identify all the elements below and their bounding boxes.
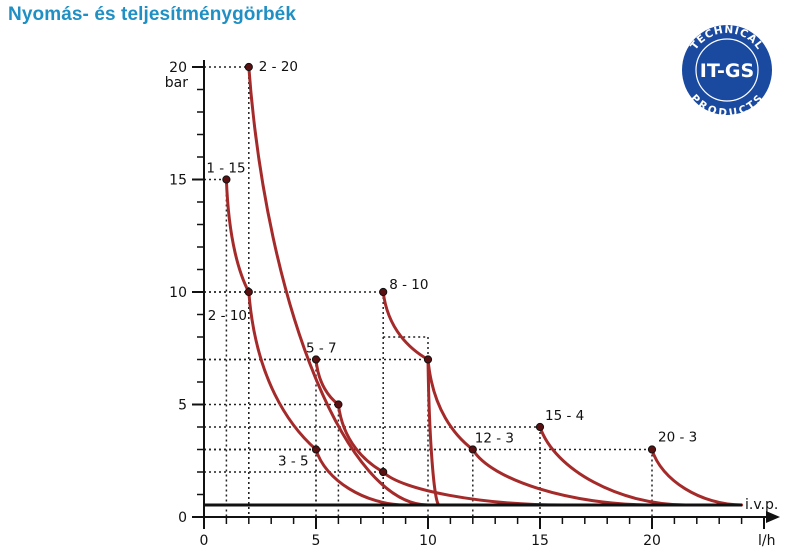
- point-markers: [222, 62, 657, 477]
- y-axis-unit: bar: [165, 75, 188, 91]
- point-label-8: 20 - 3: [658, 430, 697, 446]
- point-marker-20-3: [647, 445, 657, 454]
- x-tick-label-5: 5: [312, 533, 321, 549]
- point-marker-5-7: [311, 355, 321, 364]
- logo-main-text: IT-GS: [700, 60, 754, 82]
- point-label-0: 2 - 20: [259, 59, 298, 75]
- point-label-1: 1 - 15: [206, 161, 245, 177]
- y-tick-label-20: 20: [169, 60, 187, 76]
- logo-circle-icon: [682, 25, 772, 115]
- y-tick-label-15: 15: [169, 173, 187, 189]
- y-tick-label-10: 10: [169, 285, 187, 301]
- point-label-3: 8 - 10: [389, 277, 428, 293]
- curve-4: [426, 358, 654, 507]
- y-tick-label-0: 0: [178, 510, 187, 526]
- point-marker-1-15: [222, 175, 231, 184]
- curve-0: [224, 178, 408, 507]
- point-marker-2-20: [244, 62, 253, 72]
- it-gs-logo: TECHNICAL PRODUCTS IT-GS: [682, 24, 772, 119]
- curve-5: [538, 425, 688, 507]
- point-marker-6-5: [334, 400, 343, 409]
- point-labels: 2 - 20 1 - 15 2 - 10 8 - 10 5 - 7 3 - 5 12 - 3…: [206, 59, 697, 470]
- x-tick-label-15: 15: [531, 533, 549, 549]
- point-label-2: 2 - 10: [208, 308, 247, 324]
- curve-1: [247, 65, 430, 507]
- curves: [224, 65, 744, 507]
- point-marker-10-7: [423, 355, 433, 364]
- point-marker-2-10: [244, 287, 253, 297]
- point-label-6: 12 - 3: [475, 431, 514, 447]
- x-tick-label-10: 10: [419, 533, 437, 549]
- point-marker-8-2: [379, 467, 388, 477]
- curve-2: [314, 358, 564, 507]
- x-tick-label-0: 0: [200, 533, 209, 549]
- curve-3: [381, 290, 441, 507]
- x-tick-label-20: 20: [643, 533, 661, 549]
- page-title: Nyomás- és teljesítménygörbék: [8, 4, 297, 25]
- point-label-4: 5 - 7: [306, 341, 337, 357]
- y-tick-label-5: 5: [178, 398, 187, 414]
- x-axis-unit: l/h: [758, 533, 775, 549]
- x-axis-arrow-icon: [766, 511, 780, 523]
- point-label-7: 15 - 4: [545, 408, 584, 424]
- point-marker-15-4: [535, 422, 545, 432]
- point-marker-5-3: [311, 445, 321, 454]
- point-marker-8-10: [379, 287, 388, 297]
- point-marker-12-3: [468, 445, 477, 454]
- point-label-5: 3 - 5: [278, 454, 309, 470]
- ivp-baseline-label: i.v.p.: [745, 497, 778, 513]
- curve-6: [650, 448, 744, 507]
